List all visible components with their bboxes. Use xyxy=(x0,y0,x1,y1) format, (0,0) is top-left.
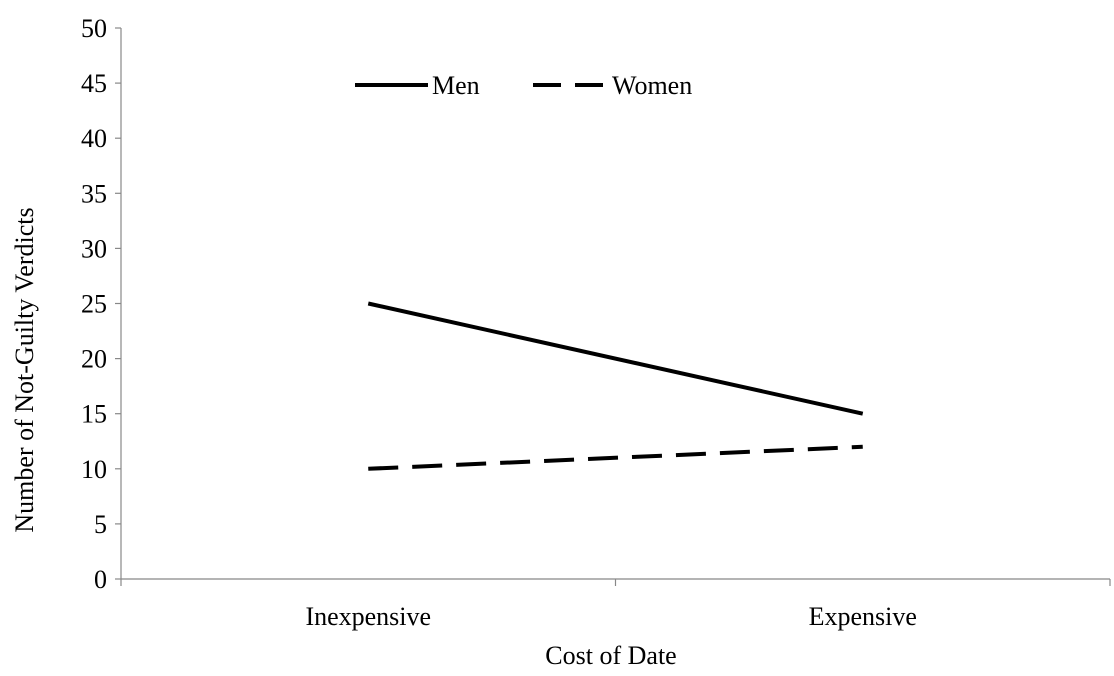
y-tick-label: 40 xyxy=(81,124,107,153)
y-tick-label: 45 xyxy=(81,69,107,98)
series-line-women xyxy=(368,444,863,471)
y-tick-label: 0 xyxy=(94,565,107,594)
y-axis-title: Number of Not-Guilty Verdicts xyxy=(10,207,39,532)
y-tick-label: 25 xyxy=(81,290,107,319)
x-axis-title: Cost of Date xyxy=(545,641,676,670)
legend-label-men: Men xyxy=(432,71,480,100)
series-line-men xyxy=(367,301,864,416)
x-tick-label: Expensive xyxy=(809,602,917,631)
y-tick-label: 50 xyxy=(81,14,107,43)
y-tick-label: 5 xyxy=(94,510,107,539)
y-tick-label: 30 xyxy=(81,234,107,263)
y-tick-label: 35 xyxy=(81,179,107,208)
y-tick-label: 20 xyxy=(81,345,107,374)
y-tick-label: 10 xyxy=(81,455,107,484)
y-tick-label: 15 xyxy=(81,400,107,429)
x-tick-label: Inexpensive xyxy=(305,602,431,631)
legend-label-women: Women xyxy=(612,71,692,100)
